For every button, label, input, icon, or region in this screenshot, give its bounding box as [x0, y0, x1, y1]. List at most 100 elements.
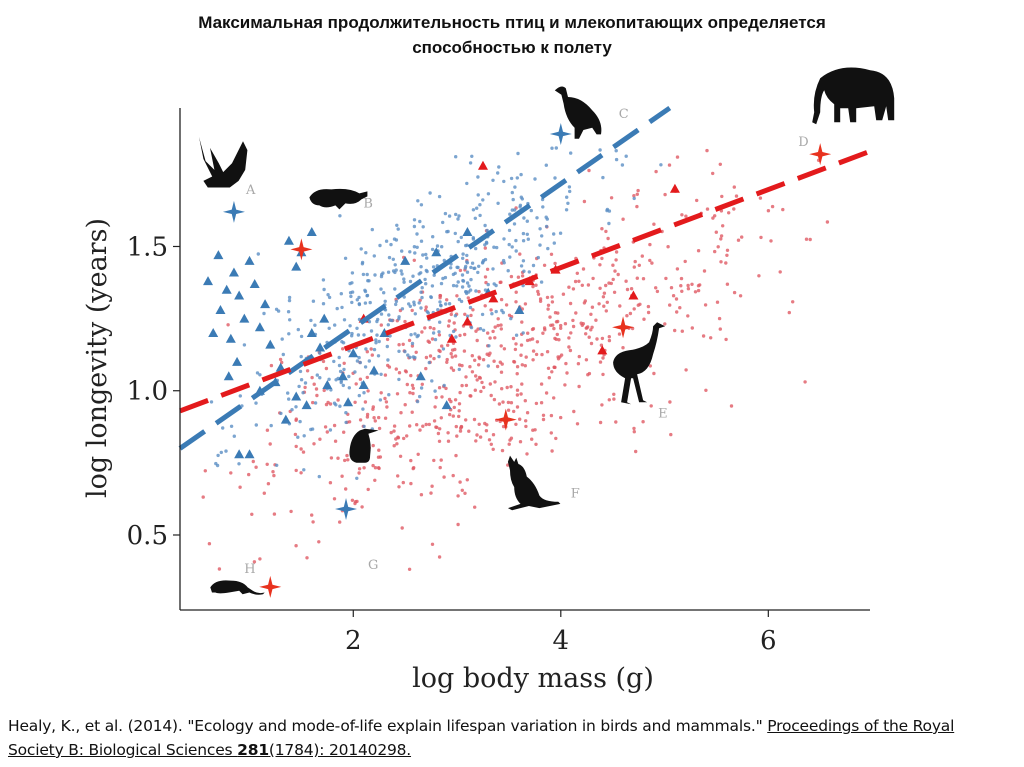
non_flying-point: [445, 360, 449, 364]
non_flying-point: [486, 331, 490, 335]
non_flying-point: [458, 333, 462, 338]
flying-point: [497, 165, 501, 169]
flying-point: [280, 337, 284, 341]
y-tick-label: 1.5: [127, 232, 168, 262]
flying-point: [400, 272, 404, 276]
non_flying-point: [428, 325, 432, 330]
non_flying-point: [492, 359, 496, 363]
non_flying-point: [531, 284, 535, 289]
non_flying-point: [251, 459, 255, 464]
flying-point: [475, 206, 479, 210]
flying-point: [337, 363, 342, 368]
species-b: B: [290, 188, 373, 261]
non_flying-point: [489, 442, 493, 446]
flying-point: [457, 297, 462, 302]
flying-point: [467, 284, 471, 288]
flying-point: [387, 313, 391, 317]
non_flying-point: [473, 388, 477, 392]
flying-point: [430, 247, 435, 252]
non_flying-point: [727, 211, 731, 215]
flying-point: [521, 231, 526, 236]
flying-point: [447, 302, 452, 306]
flying-point: [536, 255, 540, 260]
non_flying-point: [468, 394, 472, 398]
non_flying-point: [272, 473, 276, 478]
non_flying-point: [671, 294, 676, 298]
flying-point: [558, 231, 563, 235]
non_flying-point: [512, 359, 516, 364]
flying-point: [519, 172, 523, 177]
flying-point: [355, 298, 359, 302]
non_flying-point: [825, 220, 830, 224]
non_flying-point: [294, 444, 298, 449]
flying-point: [521, 259, 526, 263]
flying-point: [408, 250, 412, 254]
non_flying-point: [501, 400, 505, 404]
non_flying-triangle: [597, 345, 608, 355]
non_flying-point: [550, 300, 555, 304]
non_flying-point: [491, 433, 496, 437]
flying-triangle: [254, 322, 265, 332]
non_flying-point: [576, 362, 581, 366]
flying-point: [540, 234, 544, 238]
species-star-marker: [335, 498, 358, 521]
non_flying-point: [648, 364, 652, 368]
non_flying-point: [448, 412, 452, 417]
non_flying-point: [408, 424, 412, 428]
non_flying-point: [247, 472, 251, 477]
non_flying-point: [541, 417, 546, 422]
flying-point: [546, 246, 550, 251]
flying-point: [553, 176, 557, 180]
non_flying-point: [418, 428, 422, 432]
non_flying-point: [465, 478, 469, 482]
flying-point: [552, 241, 556, 245]
journal-link[interactable]: Proceedings of the Royal Society B: Biol…: [8, 717, 954, 759]
non_flying-point: [489, 308, 493, 312]
flying-point: [338, 214, 342, 218]
species-label: G: [368, 558, 378, 573]
non_flying-point: [454, 453, 458, 458]
flying-point: [445, 230, 449, 234]
flying-point: [514, 238, 518, 243]
flying-point: [299, 334, 304, 339]
non_flying-point: [310, 513, 314, 517]
flying-point: [614, 157, 619, 162]
flying-point: [419, 271, 423, 275]
vulture-silhouette-icon: [554, 86, 602, 139]
species-star-marker: [494, 408, 517, 431]
non_flying-point: [571, 324, 576, 329]
non_flying-point: [534, 401, 539, 406]
reference-text: Healy, K., et al. (2014). "Ecology and m…: [8, 717, 768, 735]
non_flying-point: [428, 354, 433, 358]
flying-point: [301, 391, 305, 395]
non_flying-point: [548, 315, 552, 319]
non_flying-point: [701, 334, 706, 338]
flying-point: [262, 311, 266, 316]
non_flying-point: [475, 378, 479, 382]
flying-point: [286, 310, 291, 314]
flying-point: [342, 367, 346, 372]
flying-point: [444, 302, 448, 306]
flying-triangle: [244, 255, 255, 265]
species-star-marker: [259, 575, 282, 598]
flying-triangle: [369, 365, 380, 375]
flying-triangle: [234, 290, 245, 300]
flying-point: [375, 319, 379, 324]
non_flying-point: [372, 416, 376, 420]
flying-point: [389, 242, 393, 247]
non_flying-point: [766, 209, 771, 213]
flying-point: [554, 146, 558, 150]
flying-triangle: [228, 267, 239, 277]
non_flying-point: [635, 192, 639, 196]
non_flying-point: [589, 312, 593, 316]
non_flying-point: [633, 259, 637, 264]
non_flying-point: [693, 290, 698, 294]
highlighted-species: A B C D E F G H: [199, 67, 895, 598]
non_flying-point: [446, 431, 450, 435]
non_flying-point: [493, 336, 497, 340]
flying-point: [403, 349, 407, 354]
non_flying-point: [571, 287, 576, 291]
non_flying-point: [646, 310, 651, 315]
non_flying-point: [336, 398, 340, 402]
non_flying-point: [392, 429, 396, 433]
